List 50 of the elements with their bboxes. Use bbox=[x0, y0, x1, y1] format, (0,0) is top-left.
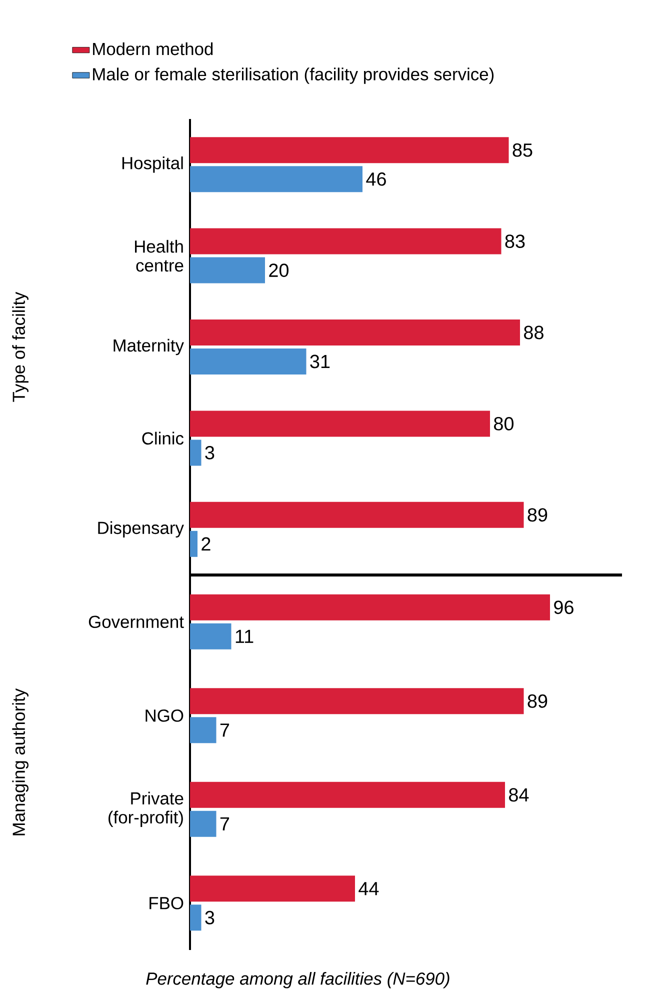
bar bbox=[190, 782, 506, 808]
bar bbox=[190, 166, 362, 192]
data-label: 7 bbox=[220, 817, 230, 830]
data-label: 84 bbox=[509, 788, 529, 802]
bar bbox=[190, 594, 550, 620]
data-label: 2 bbox=[202, 537, 210, 551]
y-axis-title: Type of facility bbox=[12, 292, 28, 402]
bar bbox=[190, 717, 216, 744]
data-label: 83 bbox=[505, 234, 525, 248]
bar bbox=[190, 257, 265, 284]
bar bbox=[190, 688, 524, 714]
y-tick-label: Dispensary bbox=[98, 521, 184, 538]
y-tick-label: Government bbox=[88, 616, 184, 628]
y-tick-label: Maternity bbox=[114, 338, 184, 356]
y-tick-label: Private (for-profit) bbox=[108, 792, 184, 827]
bar bbox=[190, 320, 520, 346]
legend-label: Male or female sterilisation (facility provides service) bbox=[93, 68, 494, 84]
data-label: 11 bbox=[236, 630, 254, 643]
bar bbox=[190, 440, 202, 466]
bar bbox=[190, 876, 355, 902]
y-tick-label: Clinic bbox=[142, 432, 184, 445]
legend-label: Modern method bbox=[93, 42, 213, 56]
bar bbox=[190, 623, 232, 650]
data-label: 85 bbox=[512, 143, 532, 157]
bar bbox=[190, 810, 216, 837]
bar bbox=[190, 137, 509, 164]
bar bbox=[190, 348, 306, 374]
data-label: 89 bbox=[528, 508, 548, 522]
bar bbox=[190, 228, 502, 254]
data-label: 96 bbox=[554, 600, 574, 614]
data-label: 89 bbox=[528, 694, 548, 708]
data-label: 31 bbox=[310, 354, 330, 368]
data-label: 46 bbox=[366, 172, 386, 186]
y-tick-label: FBO bbox=[150, 896, 184, 910]
y-tick-label: Hospital bbox=[122, 156, 183, 173]
y-axis-title: Managing authority bbox=[12, 688, 28, 836]
data-label: 88 bbox=[524, 326, 544, 340]
data-label: 44 bbox=[358, 882, 379, 896]
bar bbox=[190, 530, 198, 557]
bar bbox=[190, 410, 490, 437]
data-label: 7 bbox=[220, 724, 230, 737]
data-label: 3 bbox=[205, 446, 214, 460]
bar bbox=[190, 502, 524, 528]
data-label: 80 bbox=[494, 417, 514, 430]
bar bbox=[190, 904, 202, 931]
x-axis-title: Percentage among all facilities (N=690) bbox=[146, 972, 450, 988]
y-tick-label: Health centre bbox=[135, 240, 184, 272]
data-label: 3 bbox=[205, 910, 214, 924]
data-label: 20 bbox=[269, 264, 289, 278]
y-tick-label: NGO bbox=[146, 709, 184, 722]
